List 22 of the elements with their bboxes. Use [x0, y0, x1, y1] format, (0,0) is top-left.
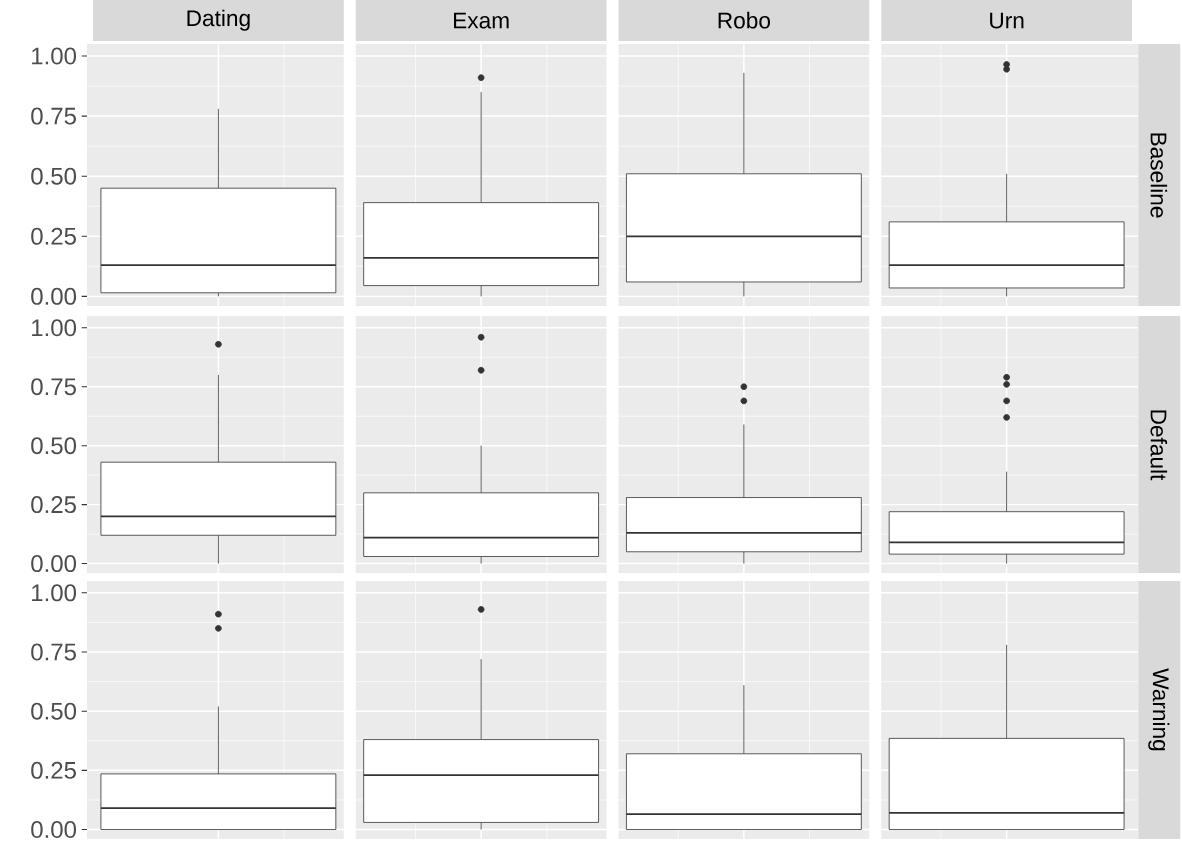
y2-axis-title: Default [1150, 410, 1168, 481]
y-tick-label: 0.50 [31, 702, 77, 720]
y-tick-label: 0.75 [31, 107, 76, 125]
y-tick-label: 0.75 [31, 643, 76, 661]
y-tick-label: 0.25 [31, 496, 76, 514]
x-tick-label: Robo [718, 11, 770, 29]
y-tick-label: 0.50 [31, 167, 77, 185]
y-tick-label: 0.25 [31, 761, 76, 779]
x-tick-label: Exam [454, 12, 509, 29]
y-tick-label: 0.00 [31, 821, 77, 839]
x-tick-label: Urn [990, 12, 1024, 29]
y-tick-label: 0.25 [31, 227, 76, 245]
y-tick-label: 0.50 [31, 437, 77, 455]
y-tick-label: 0.75 [31, 378, 76, 396]
y-tick-label: 0.00 [31, 287, 77, 305]
x-tick-label: Dating [187, 9, 250, 31]
y2-axis-title: Warning [1148, 668, 1170, 751]
y-tick-label: 1.00 [32, 47, 77, 65]
y-tick-label: 1.00 [32, 584, 77, 602]
y-tick-label: 0.00 [31, 555, 77, 573]
y2-axis-title: Baseline [1150, 133, 1168, 218]
y-tick-label: 1.00 [32, 319, 77, 337]
